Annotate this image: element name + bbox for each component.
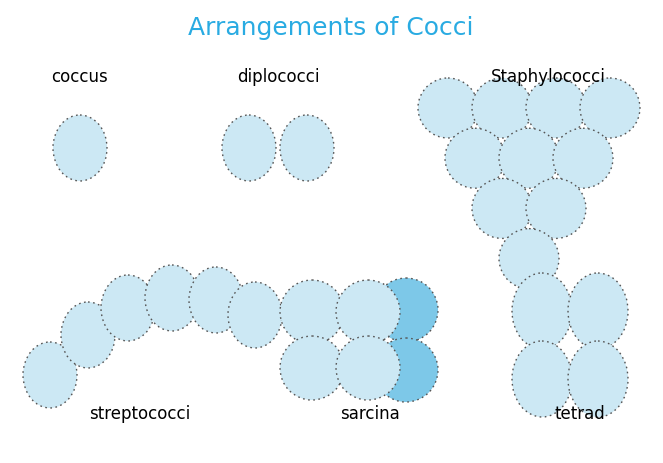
- Ellipse shape: [418, 78, 478, 138]
- Ellipse shape: [445, 128, 505, 188]
- Text: streptococci: streptococci: [90, 405, 191, 423]
- Ellipse shape: [374, 278, 438, 342]
- Text: diplococci: diplococci: [237, 68, 320, 86]
- Ellipse shape: [499, 128, 559, 188]
- Ellipse shape: [512, 341, 572, 417]
- Ellipse shape: [336, 336, 400, 400]
- Ellipse shape: [374, 338, 438, 402]
- Ellipse shape: [61, 302, 115, 368]
- Ellipse shape: [280, 336, 344, 400]
- Ellipse shape: [145, 265, 199, 331]
- Ellipse shape: [580, 78, 640, 138]
- Ellipse shape: [499, 229, 559, 288]
- Text: tetrad: tetrad: [555, 405, 605, 423]
- Ellipse shape: [101, 275, 155, 341]
- Ellipse shape: [472, 178, 532, 238]
- Ellipse shape: [336, 280, 400, 344]
- Ellipse shape: [512, 273, 572, 349]
- Ellipse shape: [228, 282, 282, 348]
- Ellipse shape: [526, 78, 586, 138]
- Ellipse shape: [568, 273, 628, 349]
- Text: coccus: coccus: [52, 68, 108, 86]
- Ellipse shape: [23, 342, 77, 408]
- Ellipse shape: [189, 267, 243, 333]
- Text: Staphylococci: Staphylococci: [491, 68, 605, 86]
- Ellipse shape: [53, 115, 107, 181]
- Ellipse shape: [280, 280, 344, 344]
- Ellipse shape: [472, 78, 532, 138]
- Ellipse shape: [526, 178, 586, 238]
- Ellipse shape: [222, 115, 276, 181]
- Ellipse shape: [553, 128, 613, 188]
- Ellipse shape: [280, 115, 334, 181]
- Ellipse shape: [568, 341, 628, 417]
- Text: sarcina: sarcina: [340, 405, 400, 423]
- Text: Arrangements of Cocci: Arrangements of Cocci: [188, 16, 474, 40]
